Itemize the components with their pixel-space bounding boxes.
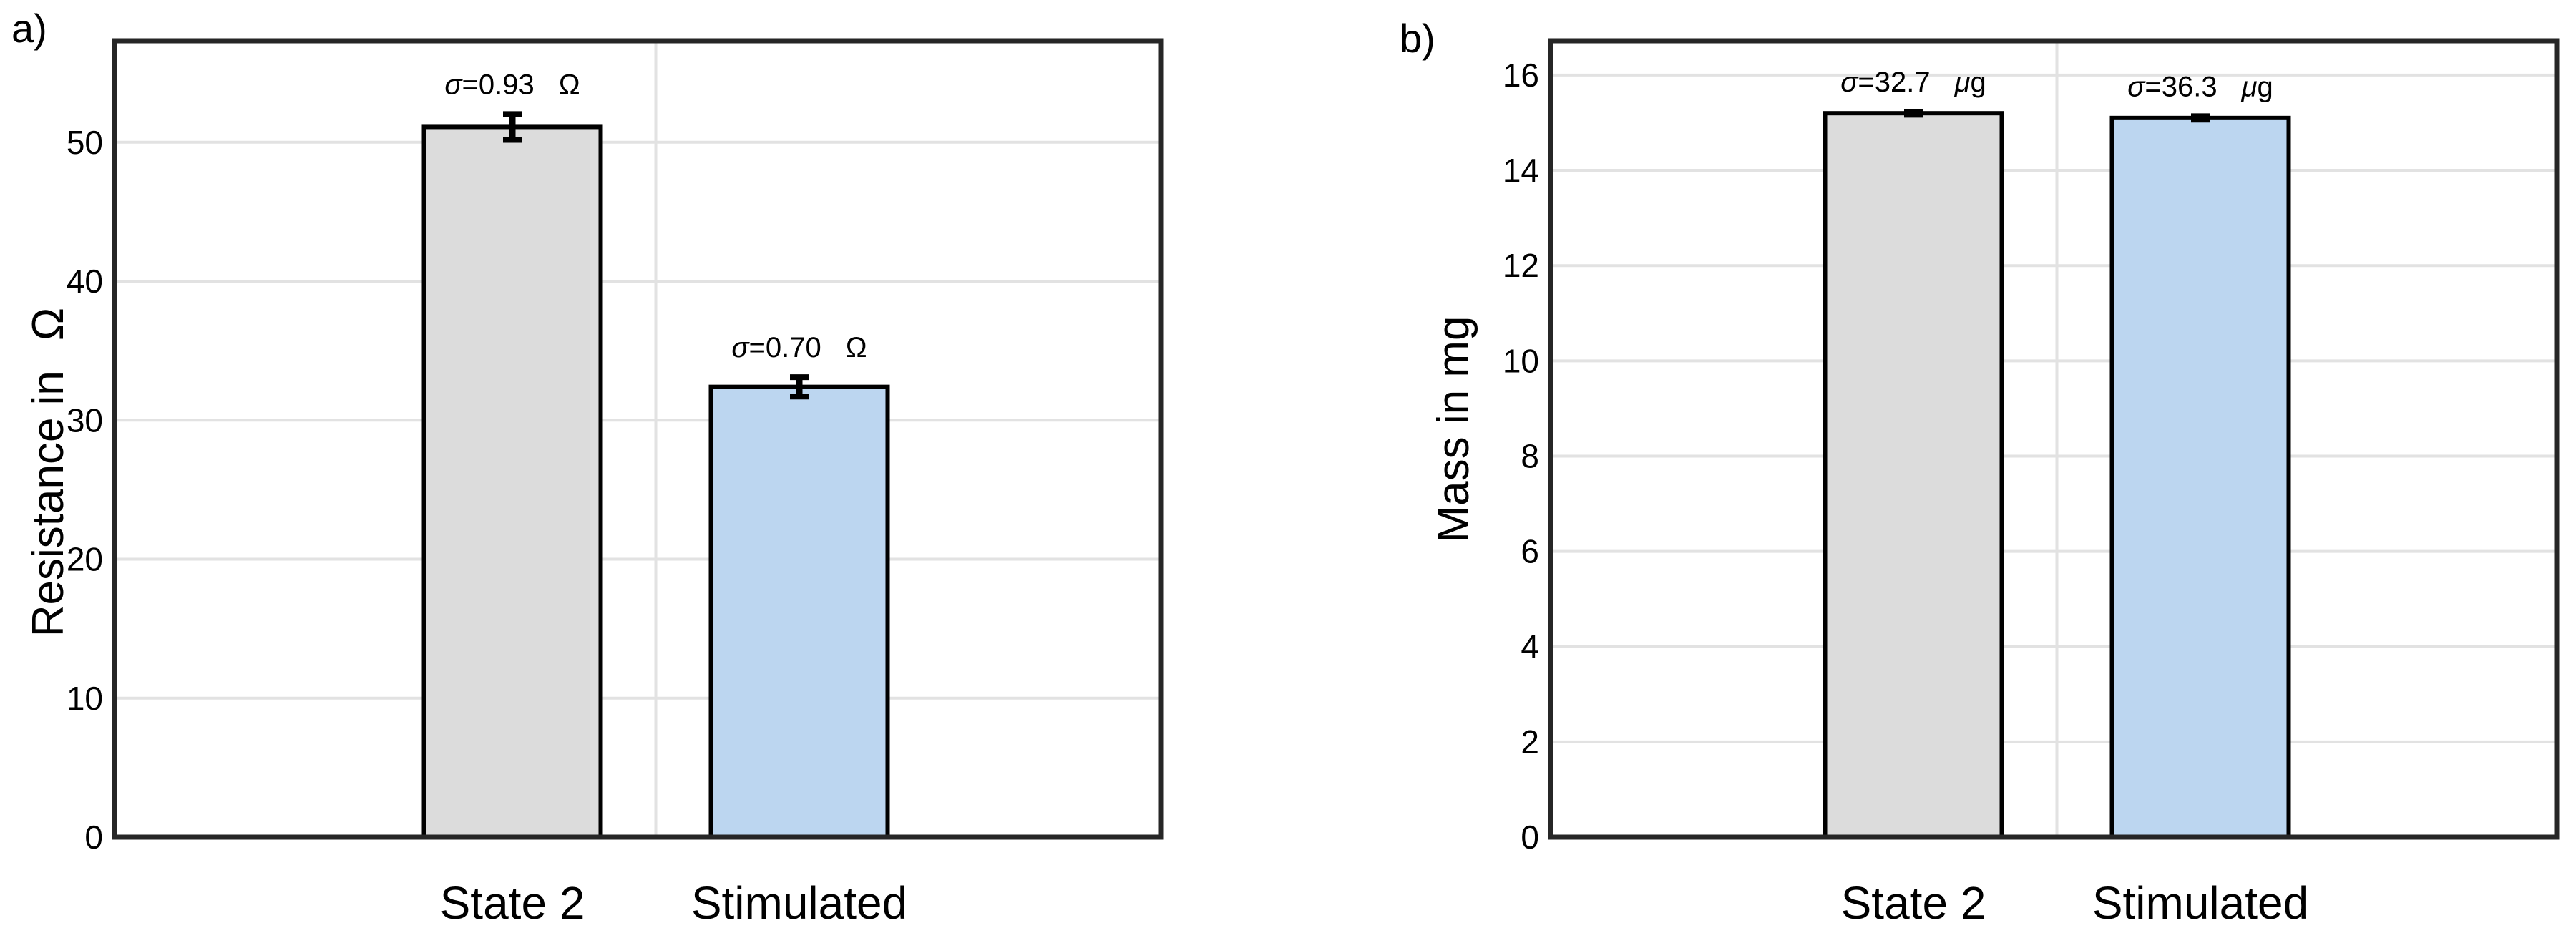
axes-spines <box>112 38 1164 840</box>
y-tick-label: 10 <box>67 680 103 717</box>
y-tick-label: 8 <box>1521 437 1539 474</box>
sigma-annotation: σ=36.3 μg <box>2127 71 2273 102</box>
y-tick-label: 50 <box>67 124 103 161</box>
y-tick-label: 16 <box>1503 57 1539 94</box>
y-tick-label: 10 <box>1503 342 1539 379</box>
panel-label-a: a) <box>11 6 47 51</box>
x-tick-label: State 2 <box>1841 877 1986 929</box>
y-tick-label: 0 <box>84 819 103 856</box>
y-tick-label: 6 <box>1521 533 1539 570</box>
y-tick-label: 40 <box>67 263 103 300</box>
y-tick-label: 14 <box>1503 152 1539 189</box>
x-tick-label: Stimulated <box>2092 877 2308 929</box>
bar-stimulated <box>2109 115 2291 840</box>
sigma-annotation: σ=0.70 Ω <box>731 332 867 363</box>
y-tick-label: 2 <box>1521 723 1539 761</box>
y-tick-label: 0 <box>1521 819 1539 856</box>
y-tick-label: 12 <box>1503 247 1539 284</box>
sigma-annotation: σ=32.7 μg <box>1840 67 1986 98</box>
y-tick-label: 20 <box>67 541 103 578</box>
y-axis-label: Resistance inΩ <box>24 308 73 638</box>
chart-panel-b: σ=32.7 μg State 2 σ=36.3 μg Stimulated 0 2 4 6 8 10… <box>1429 38 2560 929</box>
x-tick-label: State 2 <box>440 877 585 929</box>
y-tick-label: 30 <box>67 401 103 439</box>
bar-state-2 <box>1823 111 2004 839</box>
y-tick-label: 4 <box>1521 628 1539 665</box>
y-axis-label: Mass in mg <box>1429 316 1478 543</box>
x-tick-label: Stimulated <box>691 877 907 929</box>
bar-stimulated <box>708 384 890 839</box>
chart-panel-a: σ=0.93 Ω State 2 σ=0.70 Ω Stimulated 0 10 20 30 40… <box>24 38 1164 929</box>
bar-state-2 <box>421 124 603 839</box>
axes-spines <box>1548 38 2560 840</box>
sigma-annotation: σ=0.93 Ω <box>444 69 580 100</box>
panel-label-b: b) <box>1400 16 1435 61</box>
